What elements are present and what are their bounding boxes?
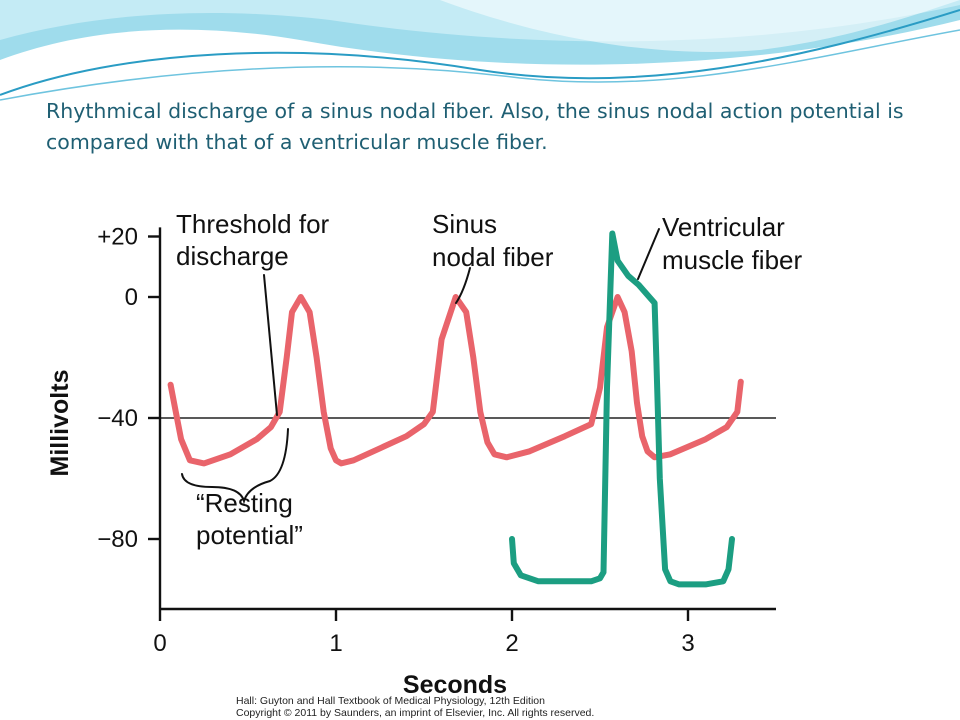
y-tick-label: −80 <box>97 526 138 553</box>
annotation-ventricular-muscle-fiber: Ventricular muscle fiber <box>662 212 802 275</box>
annotation-sinus-nodal-fiber: Sinus nodal fiber <box>432 211 554 272</box>
y-tick-label: −40 <box>97 405 138 432</box>
figure-credit-line: Copyright © 2011 by Saunders, an imprint… <box>236 707 594 719</box>
y-axis-title: Millivolts <box>46 370 74 477</box>
resting-potential-brace <box>181 428 289 505</box>
annotation-threshold-line: Threshold for <box>176 211 330 239</box>
annotation-sinus-nodal-fiber-line: Sinus <box>432 211 497 239</box>
ventricular-muscle-fiber-line <box>509 230 735 588</box>
annotation-ventricular-muscle-fiber-line: Ventricular <box>662 212 785 242</box>
slide-header-waves <box>0 0 960 101</box>
x-tick-label: 1 <box>329 630 342 657</box>
x-tick-label: 2 <box>505 630 518 657</box>
annotation-resting-potential: “Resting potential” <box>196 488 303 550</box>
annotation-resting-potential-line: potential” <box>196 520 303 550</box>
annotation-resting-potential-line: “Resting <box>196 488 293 518</box>
x-tick-label: 3 <box>681 630 694 657</box>
sinus-nodal-fiber-line <box>167 294 744 467</box>
annotation-threshold-line: discharge <box>176 241 289 271</box>
threshold-pointer <box>263 274 278 416</box>
figure-credit-line: Hall: Guyton and Hall Textbook of Medica… <box>236 695 545 707</box>
annotation-ventricular-muscle-fiber-line: muscle fiber <box>662 245 802 275</box>
chart-svg: +20 0 −40 −80 0 1 2 3 Seconds Millivolts Threshold… <box>46 211 802 719</box>
slide-title: Rhythmical discharge of a sinus nodal fi… <box>46 99 904 154</box>
annotation-threshold: Threshold for discharge <box>176 211 330 271</box>
chart-figure: +20 0 −40 −80 0 1 2 3 Seconds Millivolts Threshold… <box>46 211 818 720</box>
ventricular-pointer <box>637 228 660 280</box>
x-tick-label: 0 <box>153 630 166 657</box>
y-tick-label: +20 <box>97 224 138 251</box>
y-tick-label: 0 <box>125 284 138 311</box>
x-axis-title: Seconds <box>403 671 507 699</box>
sinus-pointer <box>455 267 471 304</box>
annotation-sinus-nodal-fiber-line: nodal fiber <box>432 242 554 272</box>
